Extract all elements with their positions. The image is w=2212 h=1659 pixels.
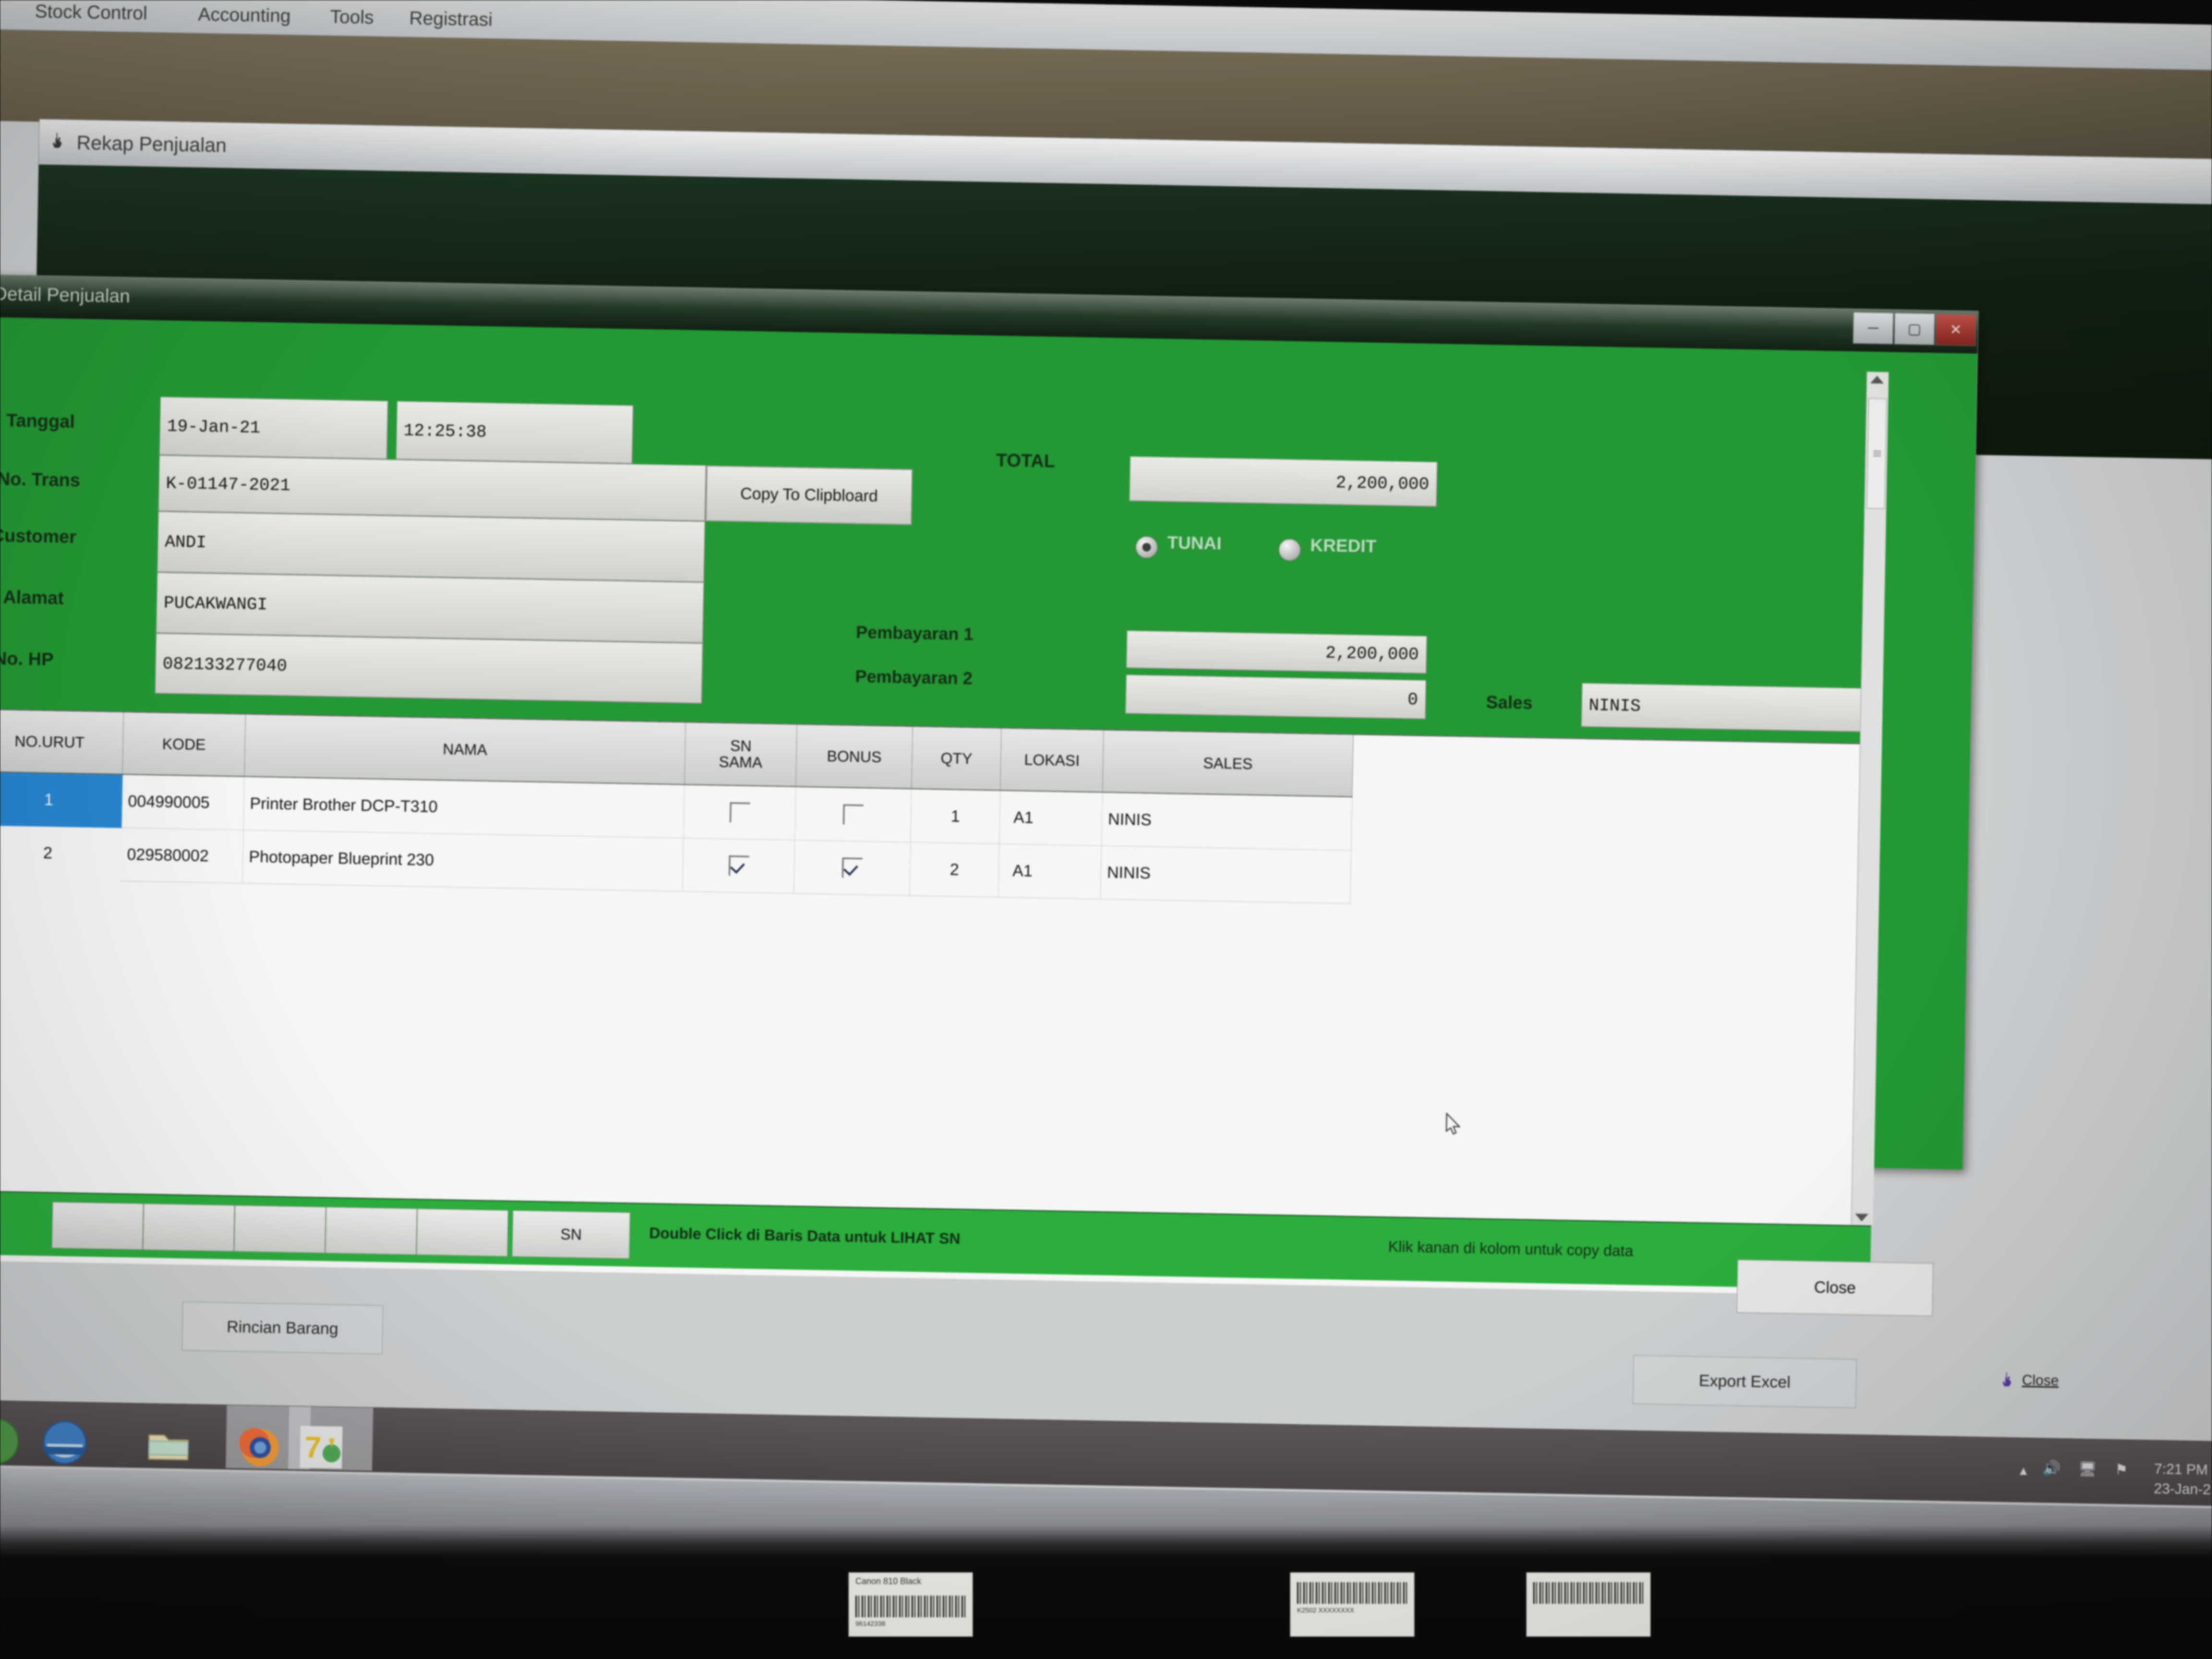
svg-text:7: 7: [304, 1431, 322, 1465]
